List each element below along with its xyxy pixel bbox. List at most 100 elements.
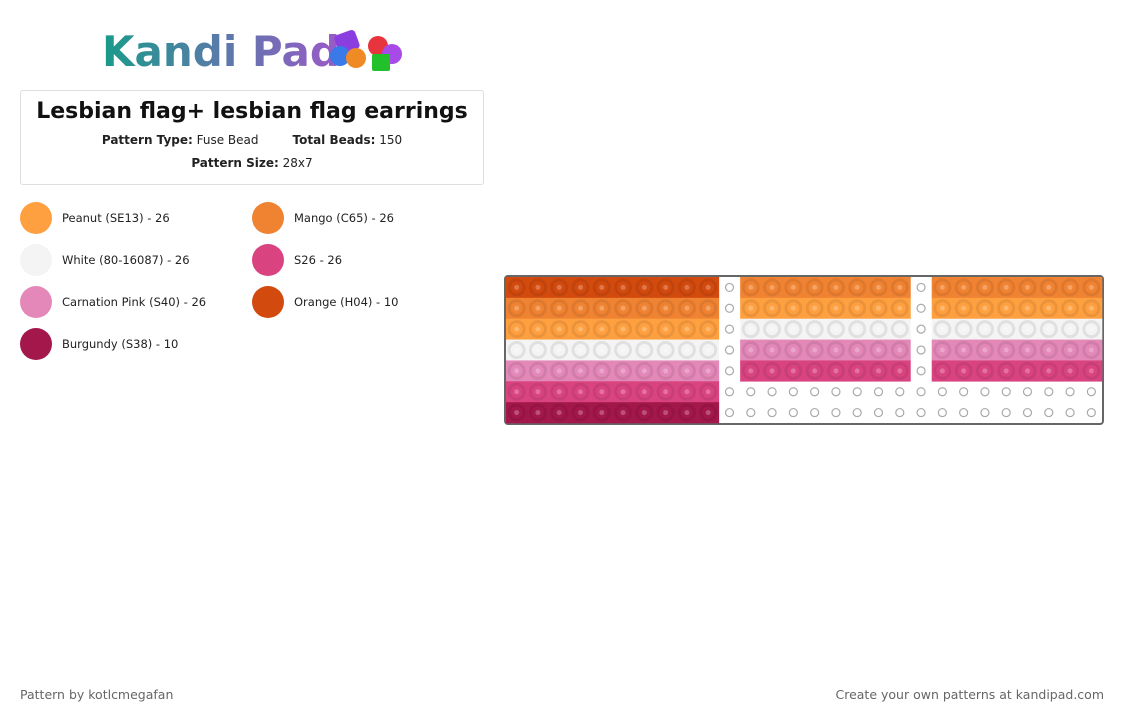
empty-peg bbox=[831, 387, 841, 397]
bead-hole bbox=[1003, 326, 1009, 332]
bead bbox=[954, 299, 973, 318]
empty-peg bbox=[724, 324, 735, 334]
bead-hole bbox=[684, 389, 690, 395]
bead-hole bbox=[1067, 368, 1073, 374]
bead bbox=[1061, 299, 1080, 318]
bead-hole bbox=[748, 305, 754, 311]
bead-hole bbox=[663, 326, 669, 332]
bead-hole bbox=[1067, 305, 1073, 311]
bead bbox=[741, 341, 760, 359]
bead bbox=[869, 320, 888, 339]
empty-peg bbox=[916, 345, 926, 355]
empty-peg bbox=[810, 407, 820, 418]
bead-hole bbox=[961, 326, 967, 332]
label: Pattern Type: bbox=[101, 133, 193, 147]
bead bbox=[614, 403, 633, 422]
bead bbox=[677, 278, 696, 297]
bead bbox=[656, 278, 675, 297]
bead-hole bbox=[556, 347, 562, 353]
bead bbox=[1039, 299, 1058, 318]
bead-hole bbox=[1088, 284, 1094, 290]
bead bbox=[805, 278, 824, 297]
bead bbox=[614, 320, 633, 339]
bead bbox=[1082, 341, 1101, 359]
bead bbox=[890, 320, 909, 339]
bead bbox=[975, 361, 994, 380]
bead bbox=[571, 382, 590, 401]
bead bbox=[699, 278, 718, 297]
bead-hole bbox=[641, 389, 647, 395]
bead-hole bbox=[641, 347, 647, 353]
empty-peg bbox=[724, 387, 735, 397]
bead-hole bbox=[1003, 347, 1009, 353]
bead bbox=[528, 320, 547, 339]
empty-peg bbox=[1065, 387, 1075, 397]
bead-hole bbox=[748, 368, 754, 374]
bead bbox=[614, 299, 633, 318]
bead bbox=[1082, 299, 1101, 318]
bead-hole bbox=[514, 305, 520, 311]
bead bbox=[741, 299, 760, 318]
bead bbox=[1018, 341, 1037, 359]
legend-item: Carnation Pink (S40) - 26 bbox=[20, 286, 206, 318]
bead-hole bbox=[684, 305, 690, 311]
bead-hole bbox=[1046, 368, 1052, 374]
bead bbox=[890, 278, 909, 297]
bead bbox=[635, 382, 654, 401]
bead-hole bbox=[982, 347, 988, 353]
bead bbox=[507, 320, 526, 339]
bead-hole bbox=[961, 305, 967, 311]
bead bbox=[507, 299, 526, 318]
bead bbox=[614, 341, 633, 359]
bead-hole bbox=[641, 410, 647, 416]
bead-hole bbox=[705, 410, 711, 416]
bead-hole bbox=[556, 326, 562, 332]
bead bbox=[763, 361, 782, 380]
bead bbox=[677, 382, 696, 401]
bead bbox=[848, 320, 867, 339]
bead-hole bbox=[769, 326, 775, 332]
bead bbox=[1018, 361, 1037, 380]
bead bbox=[528, 278, 547, 297]
footer-link[interactable]: Create your own patterns at kandipad.com bbox=[835, 687, 1104, 702]
bead-hole bbox=[663, 284, 669, 290]
legend-label: White (80-16087) - 26 bbox=[62, 253, 190, 267]
bead bbox=[763, 278, 782, 297]
bead-hole bbox=[1067, 326, 1073, 332]
bead-hole bbox=[514, 347, 520, 353]
bead bbox=[826, 341, 845, 359]
bead bbox=[933, 341, 952, 359]
bead-hole bbox=[535, 326, 541, 332]
bead-hole bbox=[897, 326, 903, 332]
legend-item: Burgundy (S38) - 10 bbox=[20, 328, 178, 360]
bead-hole bbox=[790, 347, 796, 353]
bead bbox=[550, 320, 569, 339]
bead bbox=[1018, 299, 1037, 318]
swatch bbox=[20, 244, 52, 276]
bead-hole bbox=[812, 284, 818, 290]
bead bbox=[784, 320, 803, 339]
bead-hole bbox=[620, 368, 626, 374]
bead-hole bbox=[620, 389, 626, 395]
bead bbox=[571, 341, 590, 359]
bead bbox=[975, 320, 994, 339]
bead bbox=[656, 403, 675, 422]
bead bbox=[592, 382, 611, 401]
empty-peg bbox=[746, 387, 756, 397]
bead-hole bbox=[961, 347, 967, 353]
bead-hole bbox=[1046, 326, 1052, 332]
bead-hole bbox=[514, 326, 520, 332]
bead-hole bbox=[1003, 284, 1009, 290]
bead-hole bbox=[1067, 347, 1073, 353]
bead-hole bbox=[897, 368, 903, 374]
bead bbox=[614, 382, 633, 401]
bead-hole bbox=[982, 326, 988, 332]
bead-hole bbox=[939, 284, 945, 290]
empty-peg bbox=[937, 407, 947, 418]
bead-hole bbox=[663, 410, 669, 416]
bead bbox=[656, 341, 675, 359]
bead bbox=[1061, 361, 1080, 380]
bead bbox=[677, 361, 696, 380]
bead-hole bbox=[1025, 326, 1030, 332]
